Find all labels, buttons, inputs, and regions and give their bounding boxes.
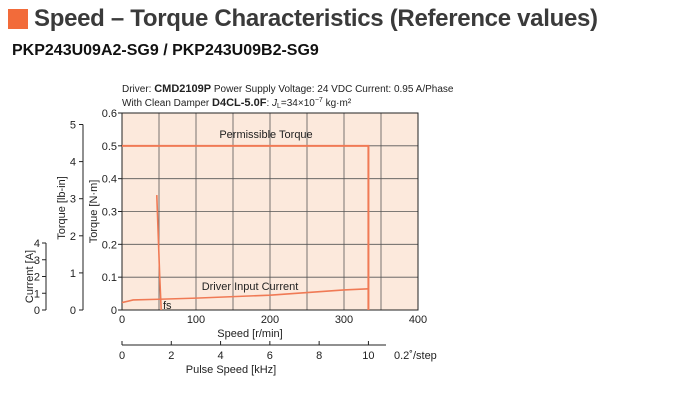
y-tick-label: 0.6 xyxy=(102,108,117,120)
fs-label: fs xyxy=(163,300,172,312)
pulse-tick-label: 8 xyxy=(316,350,322,362)
current-tick-label: 0 xyxy=(34,305,40,317)
y-tick-label: 0.3 xyxy=(102,207,117,219)
pulse-tick-label: 10 xyxy=(362,350,374,362)
pulse-tick-label: 0 xyxy=(119,350,125,362)
current-tick-label: 4 xyxy=(34,238,40,250)
current-tick-label: 2 xyxy=(34,272,40,284)
x-tick-label: 400 xyxy=(409,314,427,326)
series-line-2 xyxy=(121,288,369,304)
series-line-1 xyxy=(122,144,370,310)
header: Speed – Torque Characteristics (Referenc… xyxy=(8,4,598,34)
x-tick-label: 100 xyxy=(187,314,205,326)
lbin-axis-label: Torque [lb-in] xyxy=(56,176,68,240)
x-axis-label: Speed [r/min] xyxy=(217,328,282,340)
y-tick-label: 0.4 xyxy=(102,174,117,186)
y-tick-label: 0.1 xyxy=(102,272,117,284)
model-number: PKP243U09A2-SG9 / PKP243U09B2-SG9 xyxy=(12,42,319,59)
x-tick-label: 200 xyxy=(261,314,279,326)
lbin-tick-label: 5 xyxy=(70,120,76,132)
page-title: Speed – Torque Characteristics (Referenc… xyxy=(34,5,598,32)
current-axis-label: Current [A] xyxy=(24,250,36,303)
y-tick-label: 0.5 xyxy=(102,141,117,153)
pulse-tick-label: 4 xyxy=(218,350,224,362)
x-tick-label: 0 xyxy=(119,314,125,326)
header-accent-square xyxy=(8,9,28,29)
current-tick-label: 3 xyxy=(34,255,40,267)
lbin-tick-label: 2 xyxy=(70,231,76,243)
x-tick-label: 300 xyxy=(335,314,353,326)
step-label: 0.2˚/step xyxy=(394,350,437,362)
permissible-torque-label: Permissible Torque xyxy=(219,129,312,141)
conditions-line-2: With Clean Damper D4CL-5.0F: JL=34×10−7 … xyxy=(122,97,352,110)
y-tick-label: 0 xyxy=(111,305,117,317)
lbin-tick-label: 4 xyxy=(70,157,76,169)
lbin-tick-label: 1 xyxy=(70,268,76,280)
current-tick-label: 1 xyxy=(34,288,40,300)
lbin-tick-label: 3 xyxy=(70,194,76,206)
y-axes: 0 0.1 0.2 0.3 0.4 0.5 0.6 Torque [N·m] 0 1 2 3 4 5 Tor… xyxy=(24,108,122,317)
driver-input-current-label: Driver Input Current xyxy=(202,281,299,293)
conditions-line-1: Driver: CMD2109P Power Supply Voltage: 2… xyxy=(122,83,454,95)
pulse-tick-label: 2 xyxy=(168,350,174,362)
pulse-tick-label: 6 xyxy=(267,350,273,362)
pulse-axis-label: Pulse Speed [kHz] xyxy=(186,364,277,376)
y-axis-label: Torque [N·m] xyxy=(88,180,100,244)
x-axes: 0 100 200 300 400 Speed [r/min] 0 2 4 6 8 10 0.2˚/st… xyxy=(119,314,437,376)
y-tick-label: 0.2 xyxy=(102,239,117,251)
lbin-tick-label: 0 xyxy=(70,305,76,317)
series-lines: Permissible Torque Driver Input Current fs xyxy=(121,129,370,312)
series-line-3 xyxy=(155,195,163,311)
